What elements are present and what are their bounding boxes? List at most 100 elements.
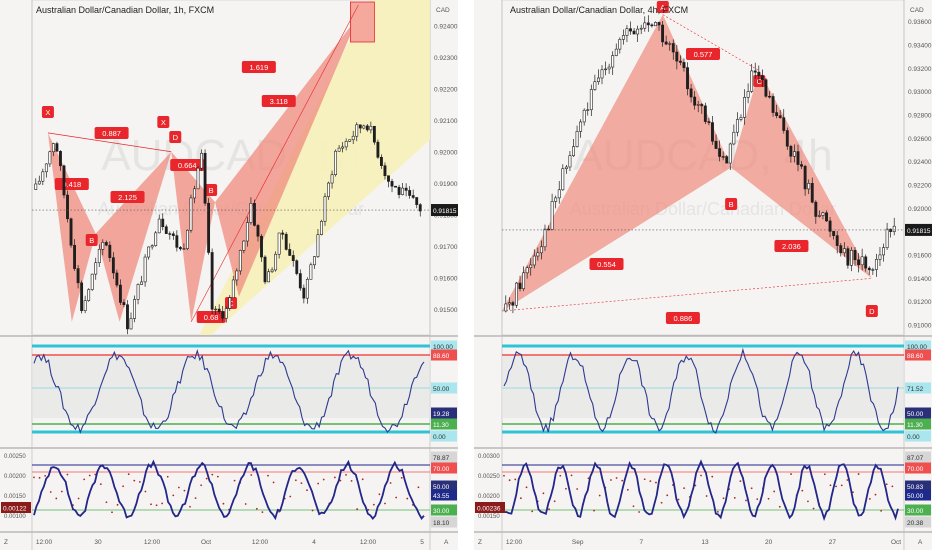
dot-mark — [289, 495, 292, 498]
candle-body — [418, 204, 422, 212]
dot-mark — [250, 474, 253, 476]
dot-mark — [778, 505, 781, 508]
candle-body — [320, 221, 323, 235]
ind2-side-label: 30.00 — [907, 508, 924, 515]
dot-mark — [705, 495, 708, 497]
dot-mark — [621, 479, 624, 482]
candle-body — [664, 41, 668, 45]
dot-mark — [406, 497, 409, 500]
pattern-line — [47, 132, 172, 153]
candle-body — [686, 67, 689, 90]
dot-mark — [105, 501, 108, 504]
candle-body — [867, 267, 871, 271]
dot-mark — [874, 493, 877, 496]
dot-mark — [356, 508, 359, 511]
ind1-side-label-bg — [431, 430, 457, 442]
z-label: Z — [4, 539, 8, 546]
dot-mark — [166, 475, 169, 478]
harmonic-triangle — [215, 16, 359, 297]
candle-body — [330, 174, 334, 184]
candlestick-series — [34, 121, 422, 335]
candle-body — [621, 35, 625, 40]
price-tick-label: 0.92000 — [434, 149, 458, 156]
candle-body — [515, 282, 518, 306]
price-tick-label: 0.92100 — [434, 118, 458, 125]
a-label: A — [444, 539, 449, 546]
price-tick-label: 0.91500 — [434, 307, 458, 314]
candle-body — [51, 143, 55, 153]
candle-body — [860, 256, 864, 266]
candle-body — [288, 249, 292, 256]
candle-body — [771, 96, 775, 113]
dot-mark — [200, 484, 203, 487]
ratio-label-bg — [94, 127, 129, 139]
price-tick-label: 0.91200 — [908, 299, 932, 306]
candle-body — [611, 55, 615, 68]
ratio-label-bg — [665, 312, 700, 324]
left-chart-svg[interactable]: 0.92400 0.92300 0.92200 0.92100 0.92000 0.919… — [0, 0, 458, 550]
ind2-tick-label: 0.00300 — [478, 454, 500, 460]
dot-mark — [683, 487, 686, 490]
dot-mark — [660, 501, 663, 504]
candle-body — [37, 180, 41, 185]
candle-body — [143, 256, 147, 283]
ind2-side-label: 50.00 — [433, 484, 450, 491]
candle-body — [539, 246, 543, 254]
candle-body — [341, 146, 345, 149]
ind2-side-label-bg — [431, 504, 457, 516]
candle-body — [707, 121, 711, 123]
ind1-side-label-bg — [905, 349, 931, 361]
candle-body — [372, 125, 376, 143]
candle-body — [661, 24, 665, 43]
candle-body — [281, 232, 285, 235]
dot-mark — [880, 510, 883, 512]
ind1-side-label: 0.00 — [433, 434, 446, 441]
candle-body — [768, 95, 771, 98]
currency-label: CAD — [436, 7, 450, 14]
candle-body — [892, 225, 896, 232]
dot-mark — [570, 474, 573, 477]
left-chart-title: Australian Dollar/Canadian Dollar, 1h, F… — [36, 5, 215, 15]
dot-mark — [233, 479, 236, 482]
price-tick-label: 0.91600 — [908, 253, 932, 260]
ind1-side-label: 19.28 — [433, 411, 450, 418]
dot-mark — [868, 498, 871, 500]
right-chart-svg[interactable]: 0.93600 0.93400 0.93200 0.93000 0.92800 0.926… — [474, 0, 932, 550]
candle-body — [415, 197, 419, 205]
candle-body — [129, 318, 133, 330]
ind1-side-label: 50.00 — [433, 386, 450, 393]
price-tick-label: 0.91400 — [908, 276, 932, 283]
ind2-macd-line — [503, 459, 899, 522]
dot-mark — [350, 479, 353, 482]
candle-body — [785, 130, 789, 147]
pattern-point-label: X — [161, 118, 166, 127]
dot-mark — [144, 490, 147, 493]
candle-body — [550, 201, 554, 230]
candle-body — [90, 273, 94, 290]
candle-body — [34, 183, 38, 190]
ind2-side-label-bg — [431, 451, 457, 463]
time-tick-label: 4 — [312, 539, 316, 546]
candle-body — [48, 151, 52, 165]
ratio-label: 0.887 — [102, 129, 121, 138]
candle-body — [817, 215, 821, 217]
candle-body — [757, 71, 761, 76]
candle-body — [878, 254, 882, 260]
dot-mark — [99, 483, 102, 486]
price-tick-label: 0.91700 — [434, 244, 458, 251]
candle-body — [678, 60, 682, 63]
ratio-label: 1.619 — [249, 63, 268, 72]
ind1-side-label-bg — [905, 418, 931, 430]
candle-body — [115, 272, 119, 286]
time-tick-label: 5 — [420, 539, 424, 546]
ind1-oscillator-line — [503, 347, 899, 434]
candle-body — [507, 302, 511, 305]
dot-mark — [840, 484, 843, 487]
candle-body — [200, 152, 203, 169]
candle-body — [618, 39, 622, 50]
candle-body — [889, 228, 893, 232]
ind1-side-label: 88.60 — [433, 353, 450, 360]
dot-mark — [389, 482, 392, 484]
price-tick-label: 0.93000 — [908, 89, 932, 96]
price-tick-label: 0.93600 — [908, 19, 932, 26]
